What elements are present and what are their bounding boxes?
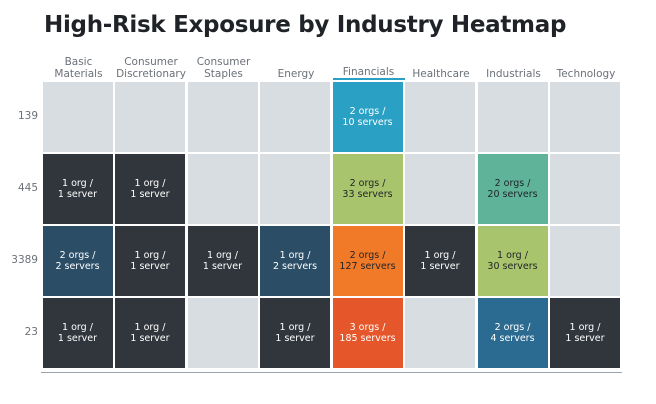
cell-label: 1 org / 1 server [275,321,315,344]
column-header: Healthcare [412,68,470,80]
heatmap-cell-empty [550,81,620,152]
heatmap-cell[interactable]: 1 org / 1 server [550,297,620,368]
heatmap-cell-empty [187,153,258,224]
cell-label: 1 org / 1 server [130,177,170,200]
row-label: 139 [17,109,38,122]
heatmap-cell-empty [42,81,113,152]
cell-label: 2 orgs / 10 servers [342,105,393,128]
heatmap-cell-empty [260,81,330,152]
row-label: 445 [17,181,38,194]
heatmap-cell[interactable]: 2 orgs / 4 servers [477,297,548,368]
cell-label: 2 orgs / 127 servers [339,249,396,272]
cell-label: 1 org / 1 server [202,249,243,272]
heatmap-cell[interactable]: 1 org / 30 servers [477,225,548,296]
heatmap-cell[interactable]: 1 org / 1 server [42,297,113,368]
heatmap-cell-empty [405,153,475,224]
heatmap-cell[interactable]: 1 org / 1 server [115,297,185,368]
heatmap-cell-empty [405,297,475,368]
cell-label: 1 org / 2 servers [272,249,318,272]
cell-label: 2 orgs / 4 servers [490,321,535,344]
heatmap-cell-empty [550,153,620,224]
heatmap-cell[interactable]: 3 orgs / 185 servers [332,297,403,368]
heatmap-cell-empty [260,153,330,224]
heatmap-cell[interactable]: 1 org / 1 server [187,225,258,296]
cell-label: 1 org / 1 server [57,177,98,200]
column-header: Financials [332,52,405,80]
heatmap-cell-empty [550,225,620,296]
heatmap-grid: 2 orgs / 10 servers 1 org / 1 server 1 org… [41,80,622,373]
column-header: Technology [556,68,616,80]
cell-label: 3 orgs / 185 servers [339,321,396,344]
column-header: Basic Materials [54,56,103,80]
cell-label: 2 orgs / 2 servers [55,249,100,272]
column-header: Energy [277,68,315,80]
cell-label: 1 org / 1 server [420,249,460,272]
cell-label: 2 orgs / 33 servers [342,177,393,200]
heatmap-cell[interactable]: 2 orgs / 127 servers [332,225,403,296]
heatmap-cell[interactable]: 2 orgs / 2 servers [42,225,113,296]
row-label: 23 [24,325,38,338]
cell-label: 1 org / 30 servers [487,249,538,272]
heatmap-cell[interactable]: 2 orgs / 10 servers [332,81,403,152]
heatmap-cell[interactable]: 1 org / 1 server [115,153,185,224]
column-header: Consumer Staples [196,56,251,80]
heatmap-cell[interactable]: 1 org / 1 server [115,225,185,296]
heatmap-cell[interactable]: 1 org / 1 server [260,297,330,368]
cell-label: 1 org / 1 server [565,321,605,344]
heatmap-cell-empty [187,81,258,152]
cell-label: 1 org / 1 server [57,321,98,344]
column-header: Industrials [486,68,541,80]
heatmap-cell-empty [405,81,475,152]
cell-label: 1 org / 1 server [130,249,170,272]
heatmap-cell-empty [477,81,548,152]
heatmap-cell[interactable]: 1 org / 1 server [42,153,113,224]
heatmap-cell[interactable]: 1 org / 2 servers [260,225,330,296]
heatmap-cell-empty [115,81,185,152]
heatmap-cell[interactable]: 2 orgs / 33 servers [332,153,403,224]
cell-label: 1 org / 1 server [130,321,170,344]
heatmap-cell-empty [187,297,258,368]
heatmap-cell[interactable]: 2 orgs / 20 servers [477,153,548,224]
column-header: Consumer Discretionary [116,56,186,80]
row-label: 3389 [11,253,38,266]
cell-label: 2 orgs / 20 servers [487,177,538,200]
chart-title: High-Risk Exposure by Industry Heatmap [44,12,567,38]
heatmap-cell[interactable]: 1 org / 1 server [405,225,475,296]
